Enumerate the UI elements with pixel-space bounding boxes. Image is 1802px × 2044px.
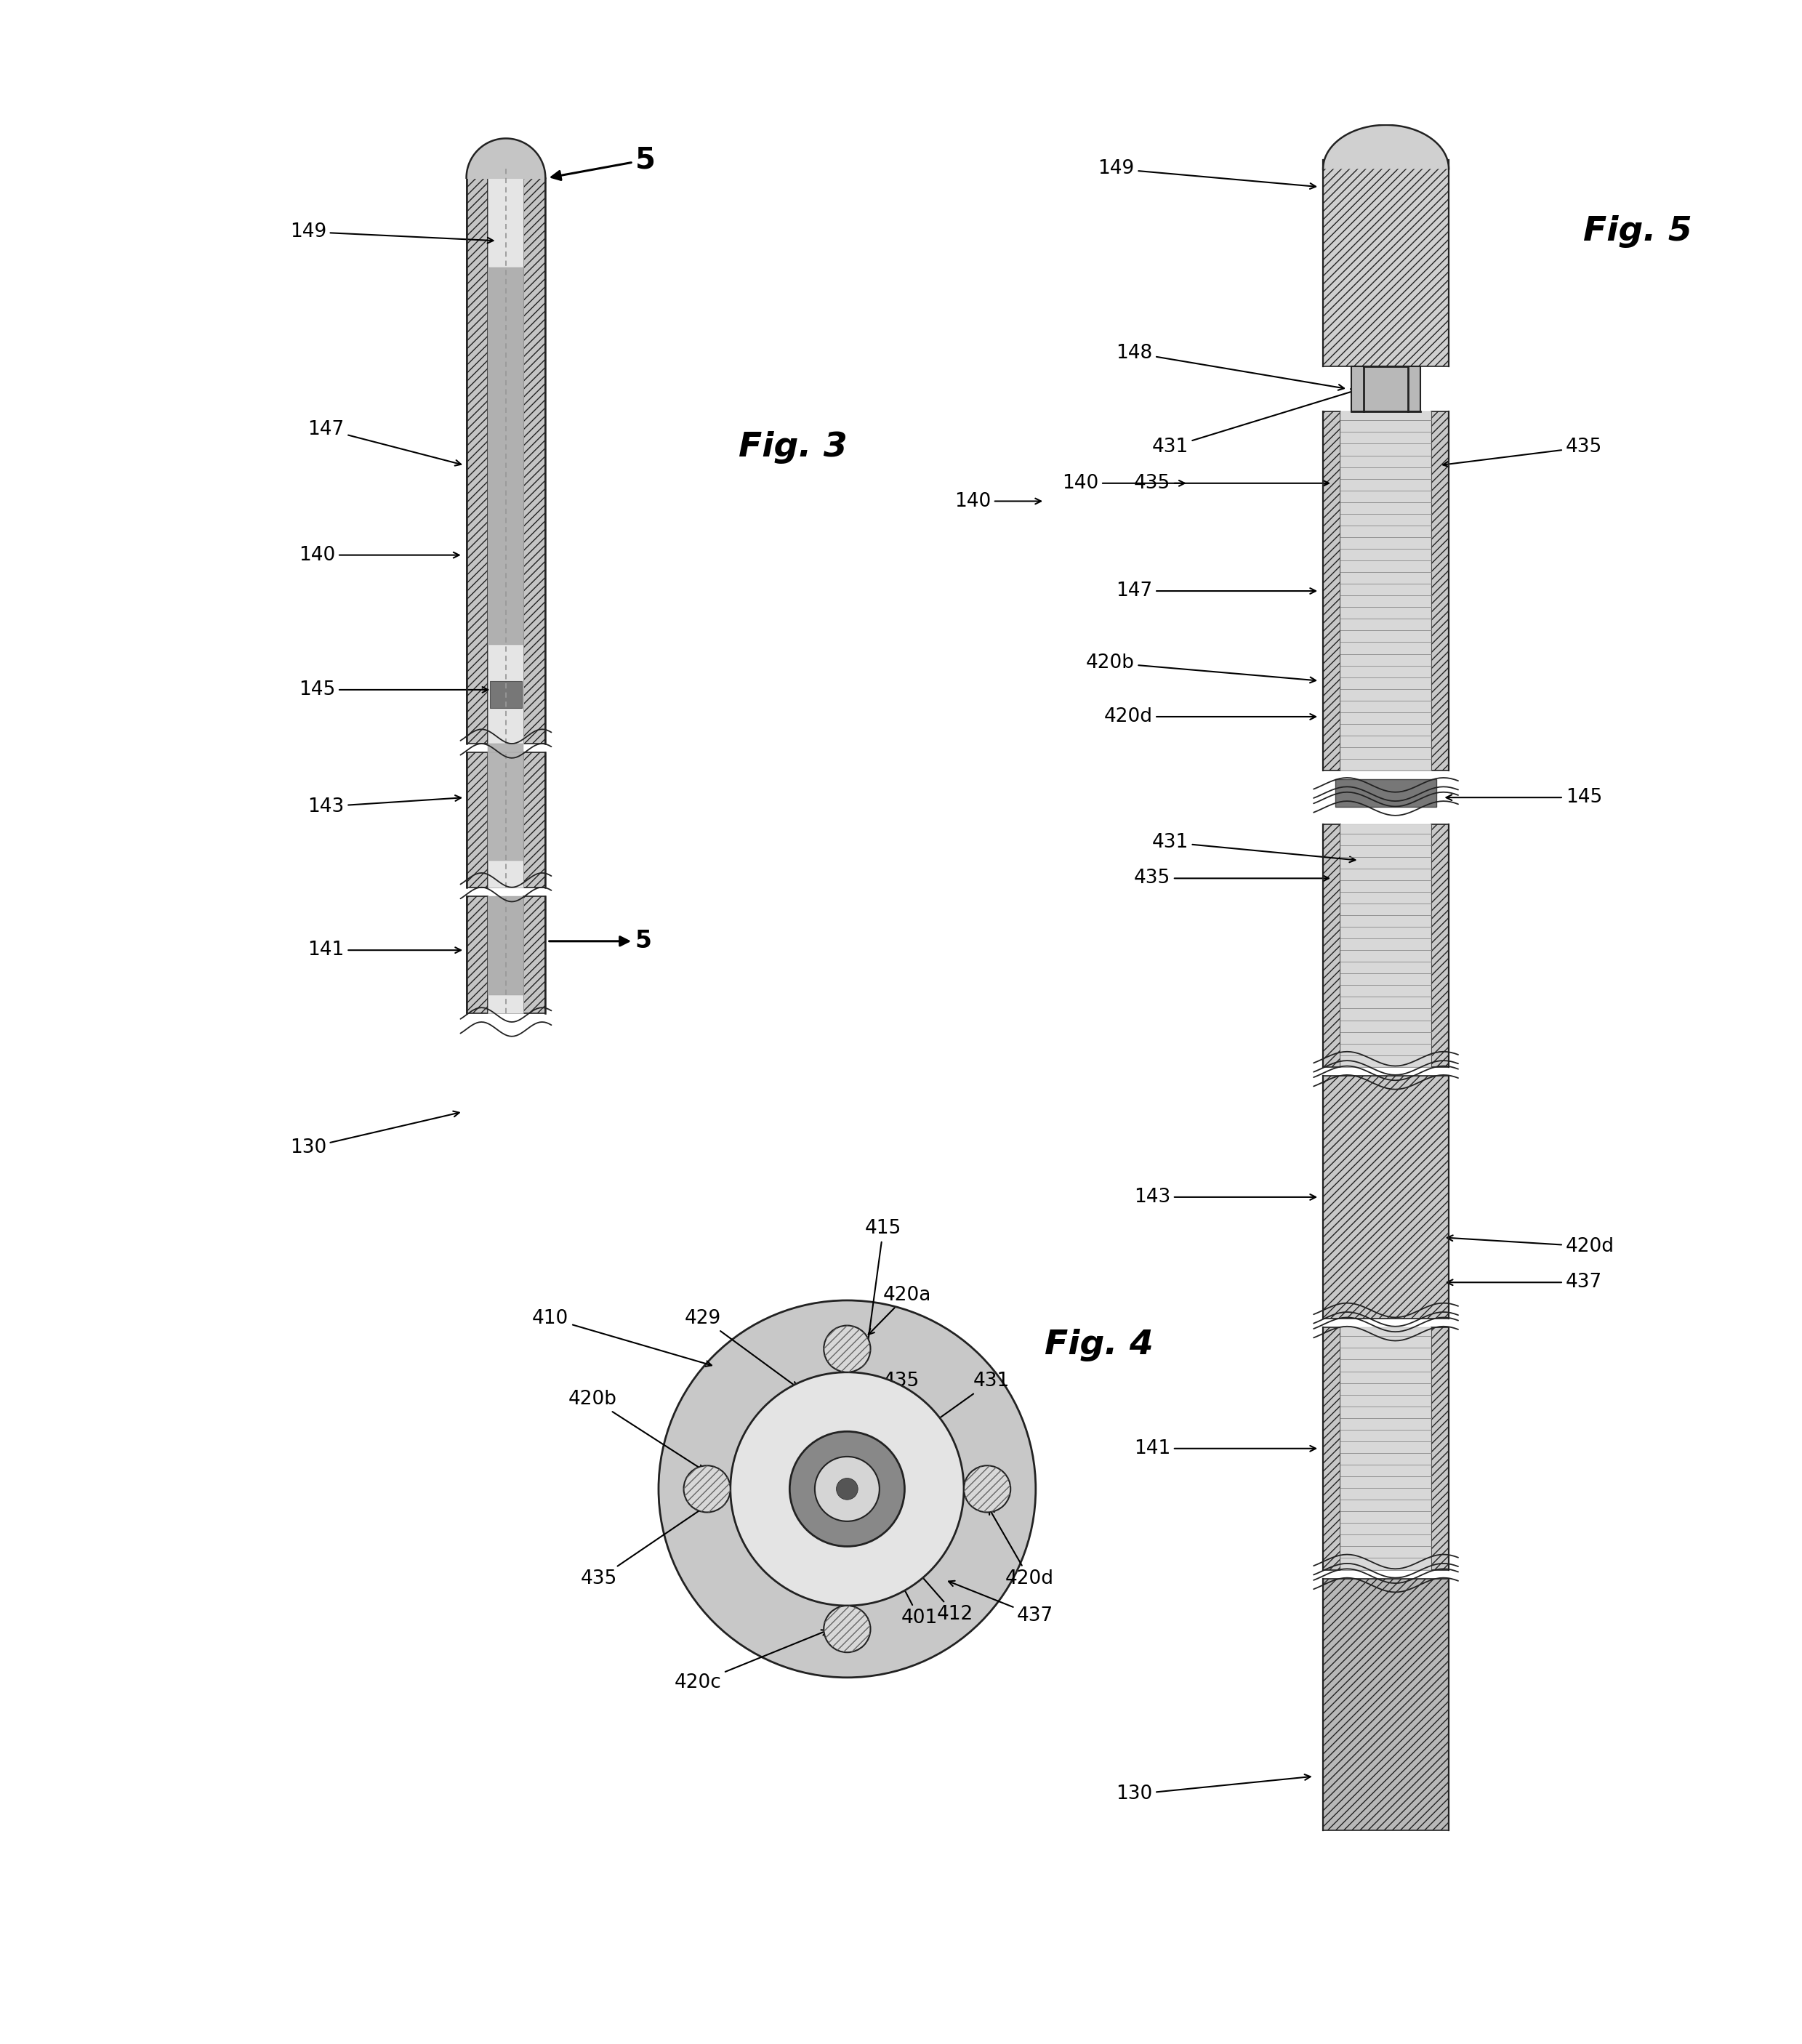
Bar [1323, 159, 1449, 366]
Text: 410: 410 [532, 1308, 712, 1367]
Bar [1341, 1327, 1431, 1570]
Bar [488, 744, 524, 852]
Text: 431: 431 [912, 1372, 1009, 1439]
Bar [1341, 411, 1431, 771]
Text: 431: 431 [1151, 834, 1355, 863]
Bar [1431, 1327, 1449, 1570]
Text: 420d: 420d [989, 1508, 1054, 1588]
Text: 147: 147 [1115, 583, 1315, 601]
Text: 141: 141 [1133, 1439, 1315, 1457]
Text: 140: 140 [299, 546, 460, 564]
Text: 435: 435 [1443, 437, 1602, 466]
Circle shape [658, 1300, 1036, 1678]
Circle shape [836, 1478, 858, 1500]
Text: 420c: 420c [674, 1629, 827, 1692]
Bar [1323, 1075, 1449, 1318]
Text: 435: 435 [1133, 474, 1328, 493]
Bar [488, 895, 524, 995]
Text: 140: 140 [1061, 474, 1184, 493]
Bar [467, 752, 488, 887]
Bar [1431, 824, 1449, 1067]
Bar [1352, 366, 1420, 411]
Text: 141: 141 [308, 940, 461, 959]
Text: 420d: 420d [1105, 707, 1315, 726]
Text: 429: 429 [685, 1308, 798, 1388]
Circle shape [824, 1607, 870, 1652]
Bar [1431, 411, 1449, 771]
Bar [488, 178, 524, 744]
Circle shape [730, 1372, 964, 1607]
Circle shape [789, 1431, 905, 1547]
Bar [467, 895, 488, 1014]
Text: 130: 130 [1115, 1774, 1310, 1803]
Circle shape [683, 1466, 730, 1513]
Text: 437: 437 [948, 1580, 1054, 1625]
Text: 420a: 420a [869, 1286, 932, 1335]
Polygon shape [1323, 125, 1449, 170]
Circle shape [815, 1457, 879, 1521]
Text: Fig. 5: Fig. 5 [1582, 215, 1692, 247]
Text: 148: 148 [1115, 343, 1344, 390]
Text: 5: 5 [550, 930, 652, 953]
Text: 145: 145 [299, 681, 488, 699]
Bar [488, 268, 524, 644]
Text: 435: 435 [1133, 869, 1328, 887]
Text: 130: 130 [290, 1112, 460, 1157]
Text: 420d: 420d [1447, 1235, 1615, 1255]
Bar [1323, 411, 1341, 771]
Circle shape [964, 1466, 1011, 1513]
Bar [524, 178, 546, 744]
Bar [488, 752, 524, 861]
Text: 401: 401 [872, 1527, 937, 1627]
Text: 435: 435 [883, 1372, 919, 1445]
Text: 143: 143 [308, 795, 461, 816]
Text: 431: 431 [1151, 388, 1357, 456]
Text: 420b: 420b [1087, 654, 1315, 683]
Text: 420b: 420b [569, 1390, 705, 1470]
Bar [524, 895, 546, 1014]
Bar [524, 752, 546, 887]
Text: 140: 140 [955, 493, 1042, 511]
Bar [488, 752, 524, 887]
Bar [1323, 1578, 1449, 1829]
Text: 145: 145 [1447, 789, 1602, 807]
Bar [467, 178, 488, 744]
Text: 412: 412 [870, 1519, 973, 1625]
Polygon shape [467, 139, 546, 178]
Bar [490, 681, 523, 707]
Text: 149: 149 [290, 223, 494, 243]
Text: 415: 415 [863, 1218, 901, 1359]
Text: Fig. 4: Fig. 4 [1045, 1329, 1153, 1361]
Text: 437: 437 [1447, 1273, 1602, 1292]
Bar [1323, 824, 1341, 1067]
Text: 143: 143 [1133, 1188, 1315, 1206]
Bar [1341, 824, 1431, 1067]
Bar [1335, 779, 1436, 807]
Text: 149: 149 [1097, 159, 1315, 188]
Text: Fig. 3: Fig. 3 [739, 431, 847, 464]
Text: 435: 435 [580, 1502, 712, 1588]
Bar [488, 895, 524, 1014]
Text: 147: 147 [308, 419, 461, 466]
Circle shape [824, 1325, 870, 1372]
Text: 5: 5 [551, 145, 656, 180]
Bar [1323, 1327, 1341, 1570]
